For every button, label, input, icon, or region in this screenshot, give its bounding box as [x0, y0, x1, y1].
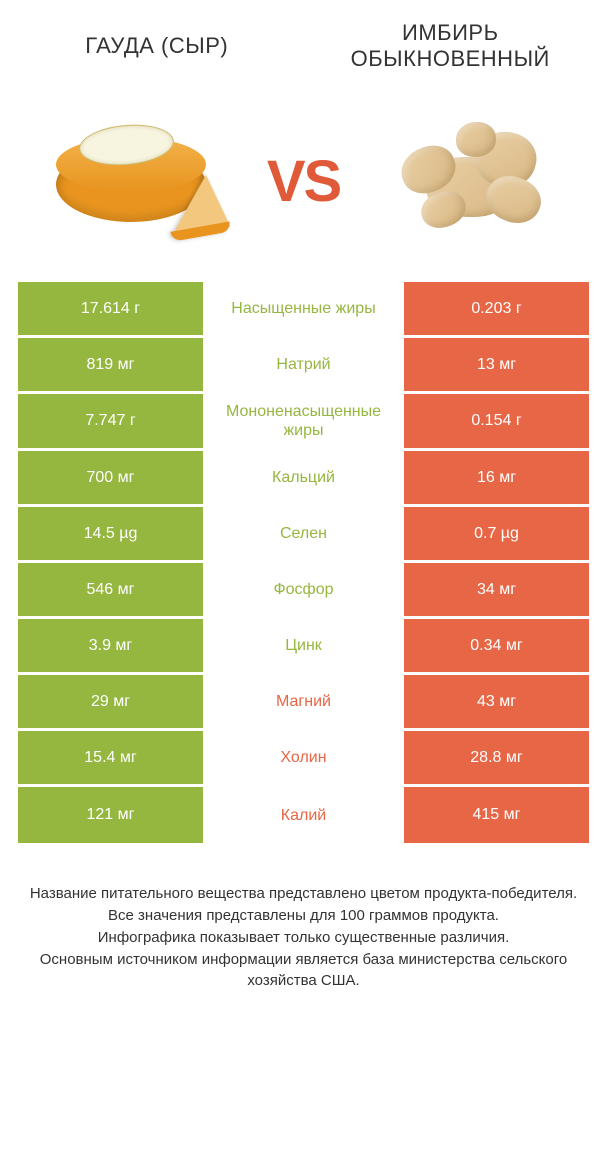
nutrient-name: Кальций [203, 451, 404, 504]
right-value: 34 мг [404, 563, 589, 616]
table-row: 546 мгФосфор34 мг [18, 563, 589, 619]
right-value: 0.154 г [404, 394, 589, 448]
vs-label: VS [262, 153, 345, 211]
nutrient-name: Натрий [203, 338, 404, 391]
table-row: 3.9 мгЦинк0.34 мг [18, 619, 589, 675]
nutrient-name: Фосфор [203, 563, 404, 616]
left-value: 14.5 µg [18, 507, 203, 560]
nutrient-name: Калий [203, 787, 404, 843]
footnote-line: Инфографика показывает только существенн… [20, 927, 587, 949]
left-value: 546 мг [18, 563, 203, 616]
ginger-icon [386, 117, 556, 247]
table-row: 17.614 гНасыщенные жиры0.203 г [18, 282, 589, 338]
left-value: 121 мг [18, 787, 203, 843]
table-row: 15.4 мгХолин28.8 мг [18, 731, 589, 787]
cheese-icon [51, 127, 221, 237]
footnote-line: Все значения представлены для 100 граммо… [20, 905, 587, 927]
right-product-image [355, 112, 587, 252]
right-value: 13 мг [404, 338, 589, 391]
left-value: 17.614 г [18, 282, 203, 335]
nutrient-name: Мононенасыщенные жиры [203, 394, 404, 448]
footnote: Название питательного вещества представл… [0, 843, 607, 1022]
right-value: 0.203 г [404, 282, 589, 335]
left-value: 819 мг [18, 338, 203, 391]
table-row: 29 мгМагний43 мг [18, 675, 589, 731]
left-product-title: ГАУДА (СЫР) [10, 33, 304, 59]
left-value: 29 мг [18, 675, 203, 728]
table-row: 14.5 µgСелен0.7 µg [18, 507, 589, 563]
header: ГАУДА (СЫР) ИМБИРЬ ОБЫКНОВЕННЫЙ [0, 0, 607, 82]
right-value: 0.7 µg [404, 507, 589, 560]
table-row: 700 мгКальций16 мг [18, 451, 589, 507]
table-row: 121 мгКалий415 мг [18, 787, 589, 843]
nutrient-name: Цинк [203, 619, 404, 672]
left-value: 15.4 мг [18, 731, 203, 784]
right-value: 16 мг [404, 451, 589, 504]
left-product-image [20, 112, 252, 252]
right-value: 28.8 мг [404, 731, 589, 784]
images-row: VS [0, 82, 607, 282]
left-value: 700 мг [18, 451, 203, 504]
left-value: 3.9 мг [18, 619, 203, 672]
nutrient-name: Насыщенные жиры [203, 282, 404, 335]
right-product-title: ИМБИРЬ ОБЫКНОВЕННЫЙ [304, 20, 598, 72]
right-value: 0.34 мг [404, 619, 589, 672]
footnote-line: Название питательного вещества представл… [20, 883, 587, 905]
nutrient-name: Холин [203, 731, 404, 784]
nutrient-name: Селен [203, 507, 404, 560]
left-value: 7.747 г [18, 394, 203, 448]
right-value: 43 мг [404, 675, 589, 728]
right-value: 415 мг [404, 787, 589, 843]
footnote-line: Основным источником информации является … [20, 949, 587, 993]
table-row: 7.747 гМононенасыщенные жиры0.154 г [18, 394, 589, 451]
comparison-table: 17.614 гНасыщенные жиры0.203 г819 мгНатр… [0, 282, 607, 843]
table-row: 819 мгНатрий13 мг [18, 338, 589, 394]
nutrient-name: Магний [203, 675, 404, 728]
